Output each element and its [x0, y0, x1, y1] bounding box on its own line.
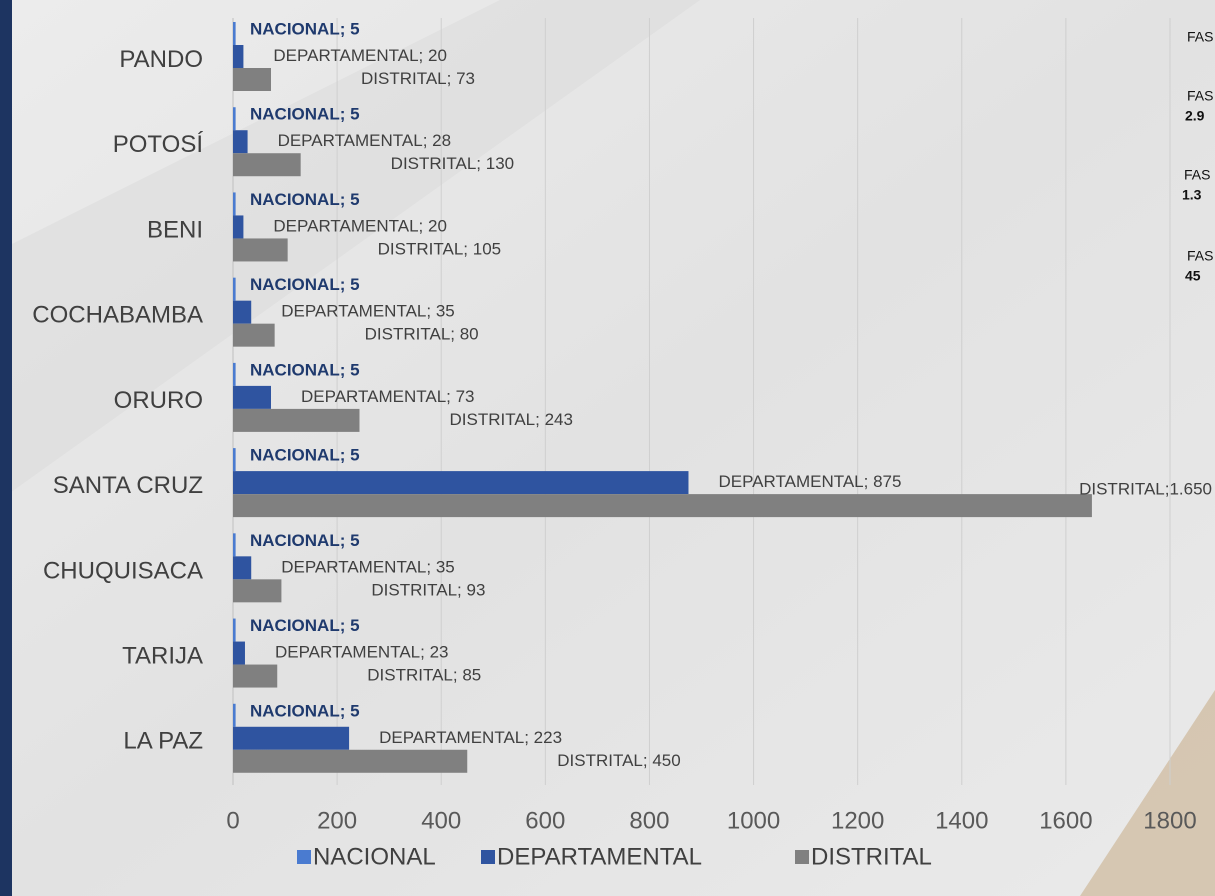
bar	[233, 448, 236, 472]
bar	[233, 408, 360, 432]
category-label: TARIJA	[122, 643, 203, 670]
bar	[233, 618, 236, 642]
legend-swatch	[297, 850, 311, 864]
category-label: LA PAZ	[123, 728, 203, 755]
bar	[233, 238, 288, 262]
legend-label: DISTRITAL	[811, 843, 932, 870]
data-label: DEPARTAMENTAL; 20	[273, 46, 447, 65]
legend-label: NACIONAL	[313, 843, 436, 870]
bar	[233, 726, 350, 750]
data-label: DISTRITAL; 80	[365, 325, 479, 344]
data-label: DEPARTAMENTAL; 28	[278, 131, 452, 150]
x-tick-label: 1000	[727, 807, 780, 834]
x-tick-label: 600	[525, 807, 565, 834]
bar	[233, 192, 236, 216]
bar	[233, 703, 236, 727]
bar	[233, 277, 236, 301]
bar	[233, 22, 236, 45]
category-label: BENI	[147, 216, 203, 243]
x-tick-label: 1400	[935, 807, 988, 834]
bar	[233, 641, 245, 665]
x-tick-label: 1800	[1143, 807, 1196, 834]
data-label: NACIONAL; 5	[250, 616, 360, 635]
side-note-value: 1.3	[1182, 187, 1202, 203]
bar	[233, 300, 252, 324]
bar	[233, 494, 1092, 518]
data-label: DISTRITAL; 130	[391, 154, 514, 173]
data-label: NACIONAL; 5	[250, 531, 360, 550]
side-stripe	[0, 0, 12, 896]
bar	[233, 749, 468, 773]
side-note: FAS	[1187, 248, 1213, 264]
x-tick-label: 0	[226, 807, 239, 834]
data-label: DISTRITAL; 85	[367, 666, 481, 685]
category-label: CHUQUISACA	[43, 557, 203, 584]
data-label: DISTRITAL; 73	[361, 69, 475, 88]
bar	[233, 579, 282, 603]
data-label: DEPARTAMENTAL; 20	[273, 216, 447, 235]
data-label: NACIONAL; 5	[250, 701, 360, 720]
bar	[233, 533, 236, 557]
category-label: POTOSÍ	[113, 131, 204, 158]
data-label: DISTRITAL; 105	[378, 239, 501, 258]
data-label: NACIONAL; 5	[250, 19, 360, 38]
data-label: NACIONAL; 5	[250, 360, 360, 379]
bar	[233, 45, 244, 68]
data-label: DISTRITAL;1.650	[1079, 480, 1212, 499]
x-tick-label: 200	[317, 807, 357, 834]
bar	[233, 362, 236, 386]
data-label: DEPARTAMENTAL; 23	[275, 643, 449, 662]
bar	[233, 471, 689, 495]
side-note: FAS	[1187, 88, 1213, 104]
bar	[233, 68, 272, 91]
data-label: DISTRITAL; 93	[371, 580, 485, 599]
bar	[233, 664, 278, 688]
data-label: DEPARTAMENTAL; 35	[281, 557, 455, 576]
bar	[233, 153, 301, 177]
x-tick-label: 800	[629, 807, 669, 834]
category-label: ORURO	[114, 387, 203, 414]
bar	[233, 323, 275, 347]
bar	[233, 385, 272, 409]
side-note-value: 2.9	[1185, 108, 1205, 124]
side-note: FAS	[1184, 167, 1210, 183]
bar	[233, 556, 252, 580]
legend-swatch	[795, 850, 809, 864]
legend-label: DEPARTAMENTAL	[497, 843, 702, 870]
data-label: NACIONAL; 5	[250, 446, 360, 465]
data-label: DEPARTAMENTAL; 223	[379, 728, 562, 747]
data-label: NACIONAL; 5	[250, 275, 360, 294]
x-tick-label: 1600	[1039, 807, 1092, 834]
bar	[233, 130, 248, 154]
category-label: SANTA CRUZ	[53, 472, 203, 499]
texture	[0, 0, 700, 500]
legend-swatch	[481, 850, 495, 864]
bar	[233, 215, 244, 239]
x-tick-label: 400	[421, 807, 461, 834]
data-label: NACIONAL; 5	[250, 190, 360, 209]
data-label: NACIONAL; 5	[250, 105, 360, 124]
corner-shape	[1080, 690, 1215, 896]
side-note: FAS	[1187, 29, 1213, 45]
data-label: DISTRITAL; 243	[449, 410, 572, 429]
data-label: DEPARTAMENTAL; 35	[281, 302, 455, 321]
data-label: DISTRITAL; 450	[557, 751, 680, 770]
bar	[233, 107, 236, 131]
category-label: COCHABAMBA	[32, 302, 203, 329]
side-note-value: 45	[1185, 268, 1201, 284]
data-label: DEPARTAMENTAL; 73	[301, 387, 475, 406]
category-label: PANDO	[119, 46, 203, 73]
data-label: DEPARTAMENTAL; 875	[718, 472, 901, 491]
x-tick-label: 1200	[831, 807, 884, 834]
